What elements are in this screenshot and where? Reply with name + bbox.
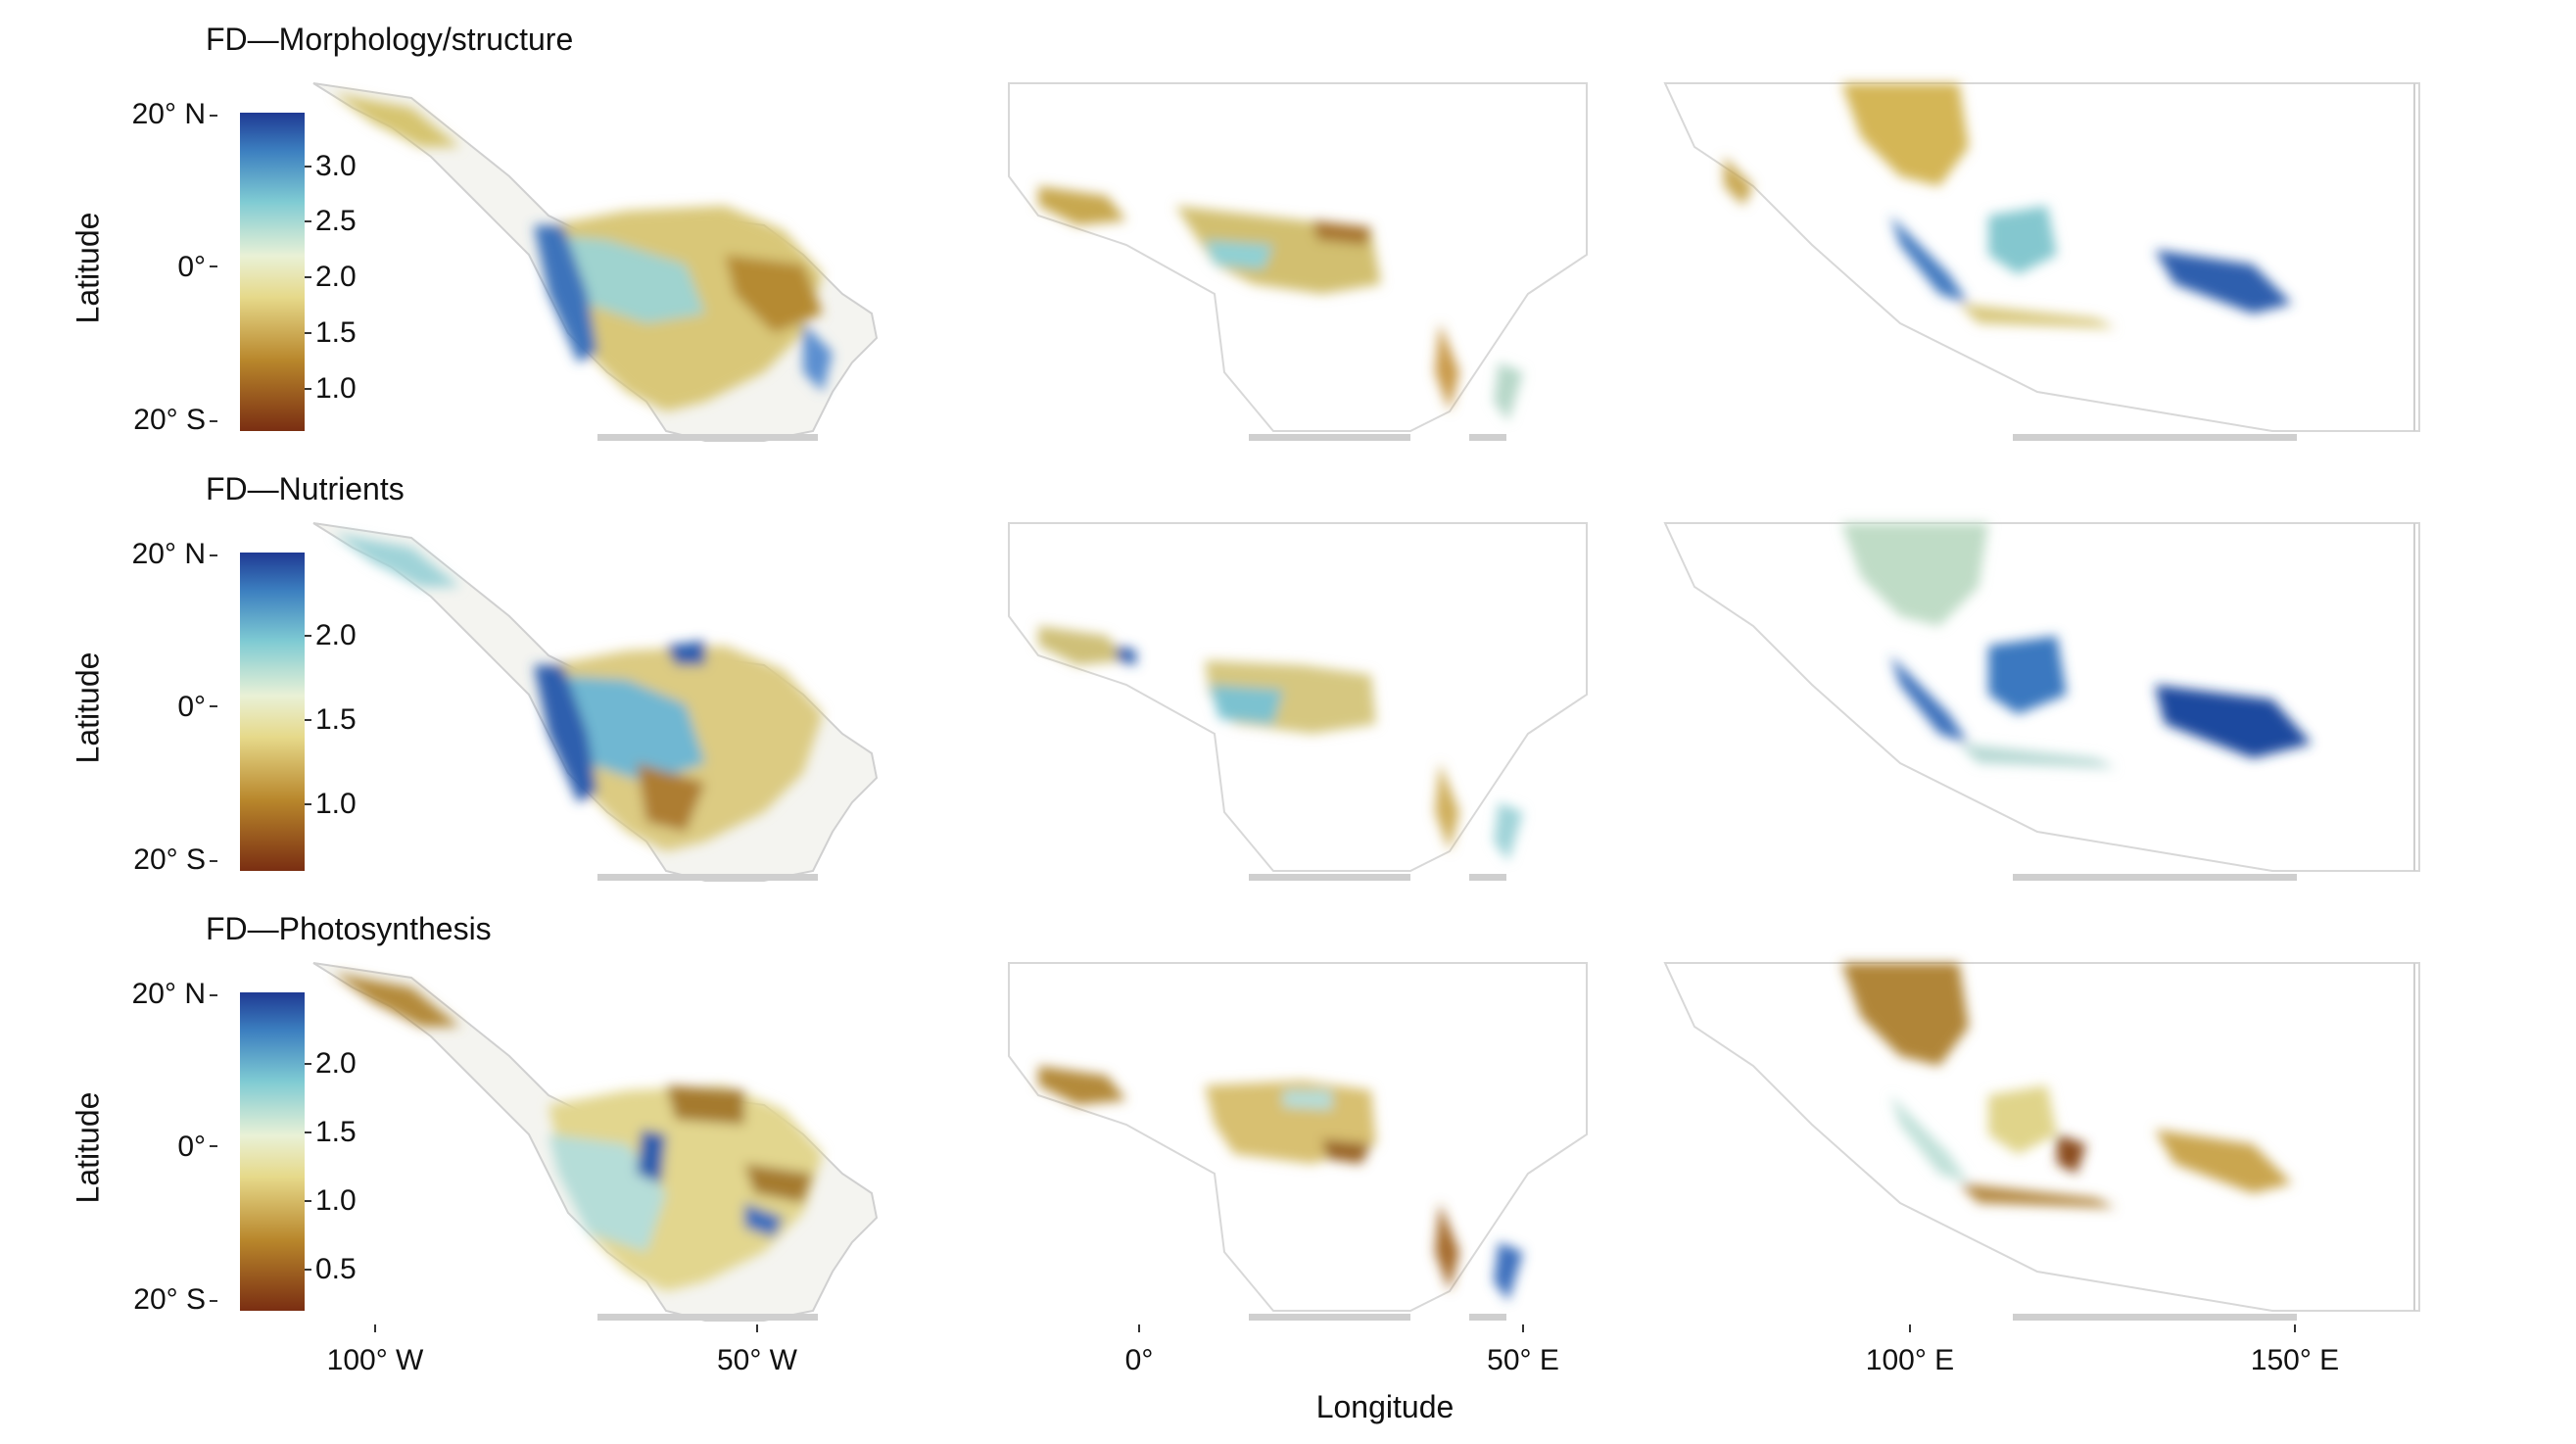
lat-tick-20n: 20° N <box>131 98 206 130</box>
africa-map <box>1008 962 1588 1312</box>
colorbar <box>240 113 305 431</box>
americas-map <box>312 522 879 882</box>
lon-tick-50w: 50° W <box>716 1344 798 1376</box>
lon-tick-50e: 50° E <box>1487 1344 1559 1376</box>
colorbar <box>240 553 305 871</box>
colorbar-tick: 1.0 <box>315 1184 357 1217</box>
colorbar-tick: 1.0 <box>315 372 357 405</box>
lat-tick-20s: 20° S <box>133 843 206 876</box>
colorbar <box>240 992 305 1311</box>
colorbar-tick: 1.5 <box>315 1116 357 1148</box>
asia-map <box>1663 522 2420 872</box>
africa-map <box>1008 522 1588 872</box>
colorbar-tick: 2.0 <box>315 1047 357 1080</box>
lat-tick-0: 0° <box>177 691 206 723</box>
lat-tick-20s: 20° S <box>133 404 206 436</box>
panel-morphology <box>210 82 2420 442</box>
colorbar-tick: 2.0 <box>315 261 357 293</box>
colorbar-tick: 1.0 <box>315 788 357 820</box>
panel-title-nutrients: FD—Nutrients <box>206 471 405 506</box>
africa-map <box>1008 82 1588 432</box>
lat-tick-20n: 20° N <box>131 978 206 1010</box>
lon-tick-100e: 100° E <box>1865 1344 1955 1376</box>
colorbar-tick: 1.5 <box>315 316 357 349</box>
lon-tick-0: 0° <box>1124 1344 1154 1376</box>
lon-tick-150e: 150° E <box>2250 1344 2340 1376</box>
lat-tick-20n: 20° N <box>131 538 206 570</box>
asia-map <box>1663 82 2420 432</box>
lat-tick-20s: 20° S <box>133 1283 206 1316</box>
americas-map <box>312 962 879 1322</box>
longitude-ticks <box>374 1324 2296 1332</box>
panel-title-morphology: FD—Morphology/structure <box>206 22 574 57</box>
americas-map <box>312 82 879 442</box>
lon-tick-100w: 100° W <box>326 1344 424 1376</box>
panel-photosynthesis <box>210 962 2420 1322</box>
panel-nutrients <box>210 522 2420 882</box>
colorbar-tick: 0.5 <box>315 1253 357 1285</box>
colorbar-tick: 1.5 <box>315 703 357 736</box>
longitude-label: Longitude <box>1315 1389 1455 1424</box>
colorbar-tick: 2.0 <box>315 619 357 651</box>
lat-tick-0: 0° <box>177 251 206 283</box>
panel-title-photosynthesis: FD—Photosynthesis <box>206 911 492 946</box>
colorbar-tick: 3.0 <box>315 150 357 182</box>
lat-tick-0: 0° <box>177 1131 206 1163</box>
asia-map <box>1663 962 2420 1312</box>
colorbar-tick: 2.5 <box>315 205 357 237</box>
